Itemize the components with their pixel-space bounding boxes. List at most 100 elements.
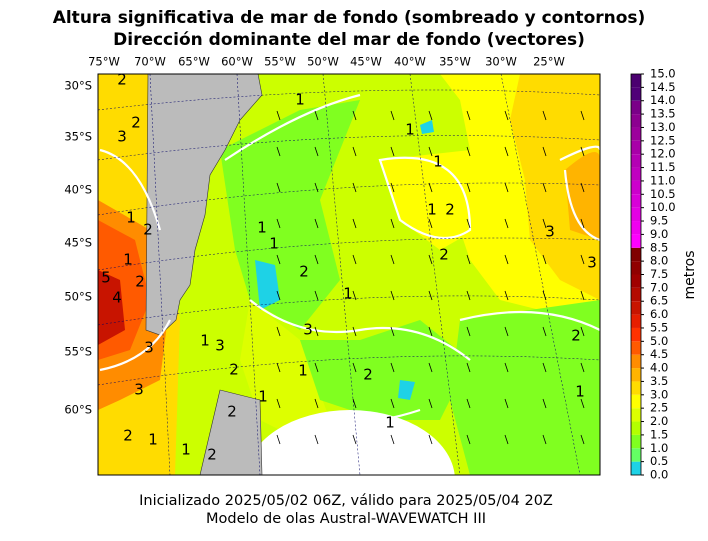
colorbar-tick-label: 5.5 bbox=[650, 320, 668, 334]
contour-label: 2 bbox=[439, 246, 449, 264]
map bbox=[98, 74, 600, 475]
swell-vector bbox=[276, 182, 281, 193]
swell-vector bbox=[504, 146, 509, 157]
swell-vector bbox=[390, 254, 395, 265]
colorbar-band bbox=[631, 434, 641, 449]
swell-vector bbox=[390, 146, 395, 157]
swell-vector bbox=[580, 398, 585, 409]
colorbar-band bbox=[631, 127, 641, 141]
colorbar-tick-label: 13.0 bbox=[650, 120, 676, 134]
swell-vector bbox=[542, 218, 547, 229]
colorbar-tick-label: 15.0 bbox=[650, 67, 676, 81]
swell-vector bbox=[276, 326, 281, 337]
swell-vector bbox=[466, 398, 471, 409]
contour-label: 2 bbox=[143, 221, 153, 239]
swell-vector bbox=[466, 434, 471, 445]
swell-vector bbox=[580, 146, 585, 157]
lon-label: 70°W bbox=[134, 55, 166, 69]
swell-vector bbox=[352, 326, 357, 337]
swell-vector bbox=[542, 110, 547, 121]
swell-vector bbox=[504, 326, 509, 337]
colorbar-band bbox=[631, 100, 641, 115]
colorbar-tick-label: 1.0 bbox=[650, 441, 668, 455]
swell-vector bbox=[504, 290, 509, 301]
colorbar-band bbox=[631, 461, 641, 475]
swell-vector bbox=[504, 362, 509, 373]
colorbar-band bbox=[631, 274, 641, 288]
lat-label: 45°S bbox=[64, 236, 92, 250]
swell-vector bbox=[428, 182, 433, 193]
swell-vector bbox=[542, 398, 547, 409]
swell-vector bbox=[390, 218, 395, 229]
swell-vector bbox=[314, 398, 319, 409]
swell-vector bbox=[504, 218, 509, 229]
swell-vector bbox=[428, 362, 433, 373]
swell-vector bbox=[504, 182, 509, 193]
colorbar-tick-label: 10.5 bbox=[650, 187, 676, 201]
colorbar-tick-label: 5.0 bbox=[650, 334, 668, 348]
contour-label: 2 bbox=[571, 327, 581, 345]
swell-vector bbox=[504, 398, 509, 409]
swell-vector bbox=[314, 290, 319, 301]
contour-label: 2 bbox=[299, 263, 309, 281]
swell-vector bbox=[466, 146, 471, 157]
lat-label: 35°S bbox=[64, 130, 92, 144]
swell-vector bbox=[390, 398, 395, 409]
colorbar-band bbox=[631, 114, 641, 128]
swell-vector bbox=[276, 254, 281, 265]
colorbar-band bbox=[631, 154, 641, 168]
swell-vector bbox=[276, 110, 281, 121]
swell-vector bbox=[580, 110, 585, 121]
swell-vector bbox=[352, 254, 357, 265]
swell-vector bbox=[580, 326, 585, 337]
subtitle: Dirección dominante del mar de fondo (ve… bbox=[113, 30, 585, 50]
swell-vector bbox=[276, 218, 281, 229]
swell-vector bbox=[504, 110, 509, 121]
contour-label: 1 bbox=[258, 388, 268, 406]
footer: Modelo de olas Austral-WAVEWATCH III bbox=[206, 511, 486, 527]
swell-vector bbox=[504, 254, 509, 265]
swell-vector bbox=[314, 146, 319, 157]
colorbar-band bbox=[631, 448, 641, 462]
contour-label: 2 bbox=[363, 366, 373, 384]
lon-label: 40°W bbox=[394, 55, 426, 69]
lat-label: 55°S bbox=[64, 345, 92, 359]
colorbar-tick-label: 9.0 bbox=[650, 227, 668, 241]
swell-vector bbox=[580, 218, 585, 229]
swell-vector bbox=[352, 218, 357, 229]
colorbar-band bbox=[631, 368, 641, 382]
swell-vector bbox=[390, 182, 395, 193]
swell-vector bbox=[542, 290, 547, 301]
swell-vector bbox=[352, 146, 357, 157]
swell-vector bbox=[314, 110, 319, 121]
swell-vector bbox=[352, 362, 357, 373]
lon-label: 30°W bbox=[485, 55, 517, 69]
lat-label: 60°S bbox=[64, 403, 92, 417]
colorbar-band bbox=[631, 261, 641, 275]
swell-vector bbox=[542, 182, 547, 193]
lon-label: 25°W bbox=[533, 55, 565, 69]
swell-vector bbox=[466, 182, 471, 193]
lon-label: 50°W bbox=[307, 55, 339, 69]
lon-label: 65°W bbox=[178, 55, 210, 69]
swell-vector bbox=[580, 290, 585, 301]
swell-vector bbox=[276, 290, 281, 301]
colorbar-tick-label: 9.5 bbox=[650, 214, 668, 228]
swell-vector bbox=[352, 110, 357, 121]
swell-vector bbox=[580, 182, 585, 193]
swell-vector bbox=[276, 398, 281, 409]
colorbar-tick-label: 13.5 bbox=[650, 107, 676, 121]
contour-label: 1 bbox=[257, 219, 267, 237]
colorbar-band bbox=[631, 287, 641, 302]
colorbar-tick-label: 12.5 bbox=[650, 133, 676, 147]
colorbar-tick-label: 10.0 bbox=[650, 200, 676, 214]
colorbar-band bbox=[631, 247, 641, 262]
swell-vector bbox=[428, 434, 433, 445]
map-frame bbox=[97, 73, 601, 476]
swell-vector bbox=[466, 326, 471, 337]
colorbar-tick-label: 6.0 bbox=[650, 307, 668, 321]
contour-label: 2 bbox=[117, 71, 127, 89]
colorbar-tick-label: 8.0 bbox=[650, 254, 668, 268]
contour-label: 2 bbox=[131, 114, 141, 132]
contour-label: 1 bbox=[575, 383, 585, 401]
